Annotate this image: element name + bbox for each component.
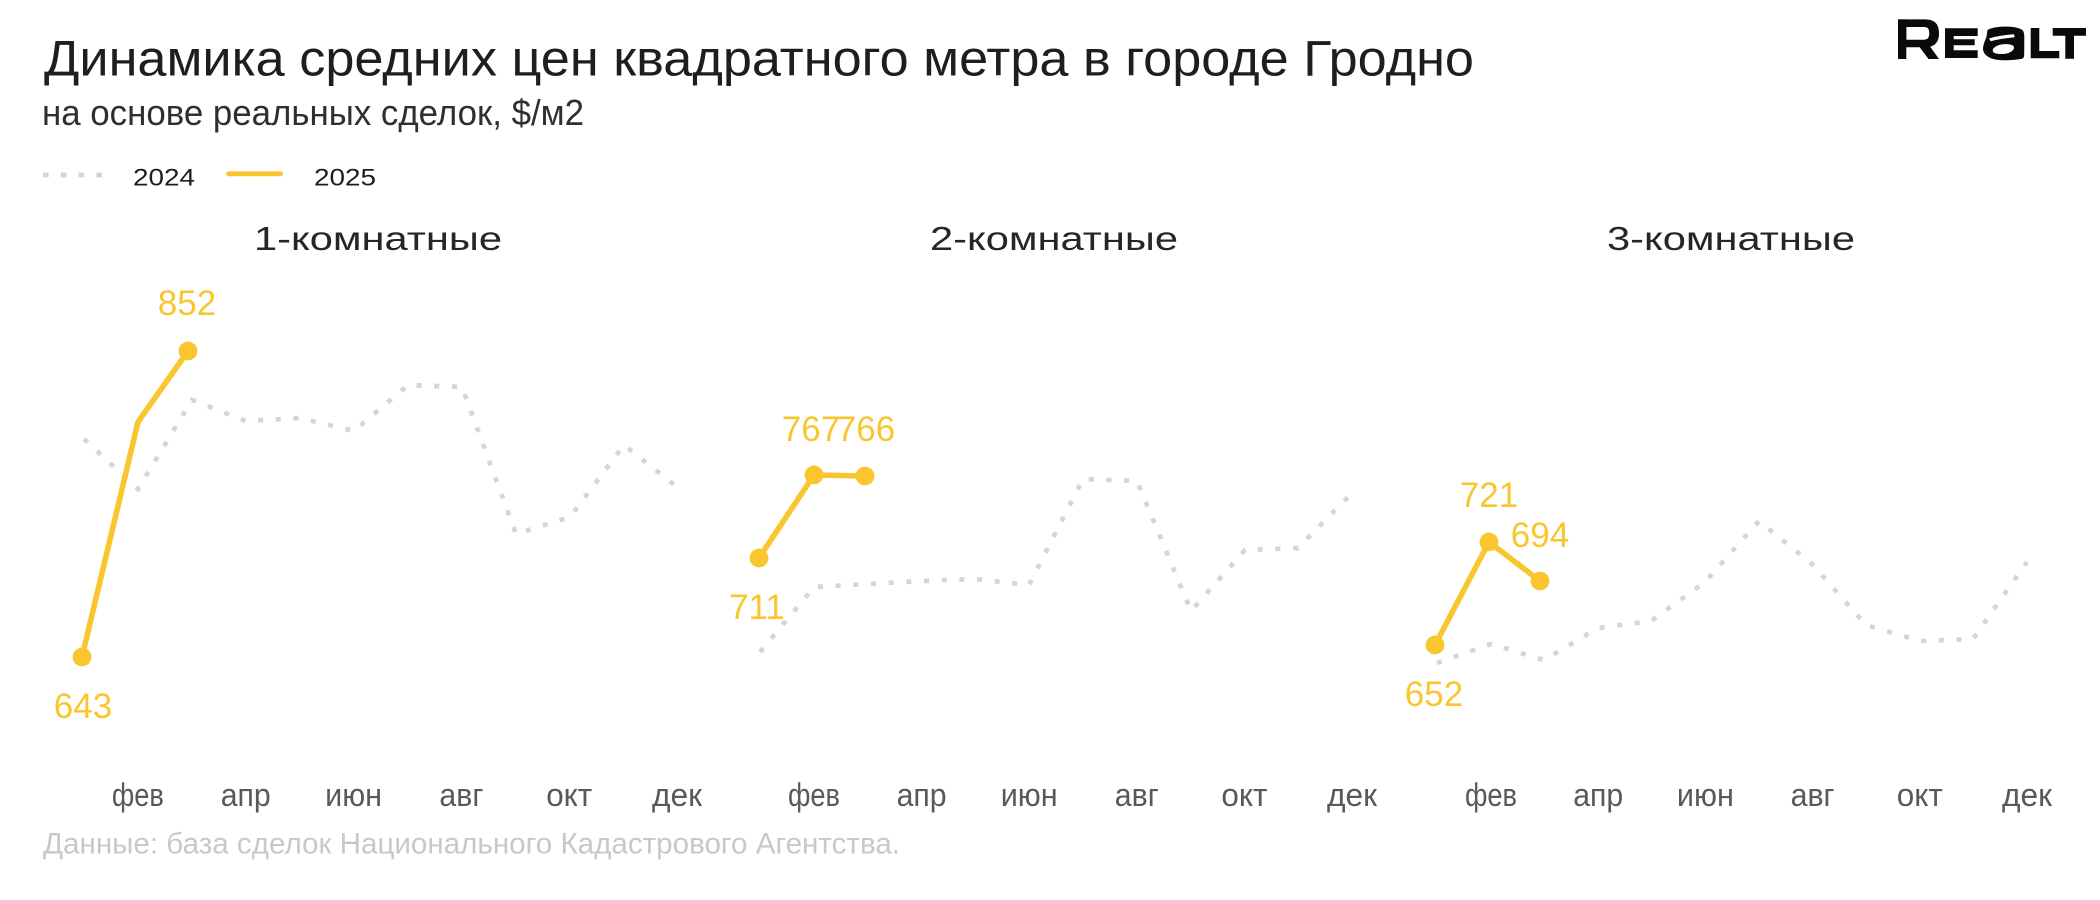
svg-text:721: 721 [1460, 476, 1518, 515]
svg-text:643: 643 [54, 687, 112, 726]
svg-text:окт: окт [1897, 777, 1943, 813]
svg-text:окт: окт [1221, 777, 1267, 813]
svg-text:652: 652 [1405, 675, 1463, 714]
svg-text:766: 766 [837, 410, 895, 449]
svg-text:июн: июн [1677, 777, 1734, 813]
svg-text:авг: авг [439, 777, 483, 813]
svg-text:767: 767 [782, 410, 840, 449]
svg-text:1-комнатные: 1-комнатные [254, 220, 502, 257]
svg-text:фев: фев [788, 777, 840, 813]
svg-text:апр: апр [897, 777, 947, 813]
svg-text:окт: окт [546, 777, 592, 813]
svg-text:апр: апр [1573, 777, 1623, 813]
svg-text:июн: июн [325, 777, 382, 813]
svg-text:дек: дек [2002, 777, 2053, 813]
svg-text:2024: 2024 [133, 165, 195, 192]
svg-text:дек: дек [652, 777, 703, 813]
svg-text:Данные: база сделок Национальн: Данные: база сделок Национального Кадаст… [43, 828, 900, 861]
svg-text:3-комнатные: 3-комнатные [1607, 220, 1855, 257]
svg-text:апр: апр [221, 777, 271, 813]
svg-text:фев: фев [112, 777, 164, 813]
svg-text:694: 694 [1511, 516, 1569, 555]
svg-text:2025: 2025 [314, 165, 376, 192]
svg-text:711: 711 [729, 588, 785, 627]
svg-text:авг: авг [1115, 777, 1159, 813]
svg-text:852: 852 [158, 284, 216, 323]
svg-text:2-комнатные: 2-комнатные [930, 220, 1178, 257]
svg-text:июн: июн [1001, 777, 1058, 813]
svg-text:Динамика средних цен квадратно: Динамика средних цен квадратного метра в… [44, 31, 1474, 87]
svg-text:дек: дек [1327, 777, 1378, 813]
svg-text:фев: фев [1465, 777, 1517, 813]
svg-text:авг: авг [1791, 777, 1835, 813]
svg-text:на основе реальных сделок, $/м: на основе реальных сделок, $/м2 [42, 92, 584, 133]
